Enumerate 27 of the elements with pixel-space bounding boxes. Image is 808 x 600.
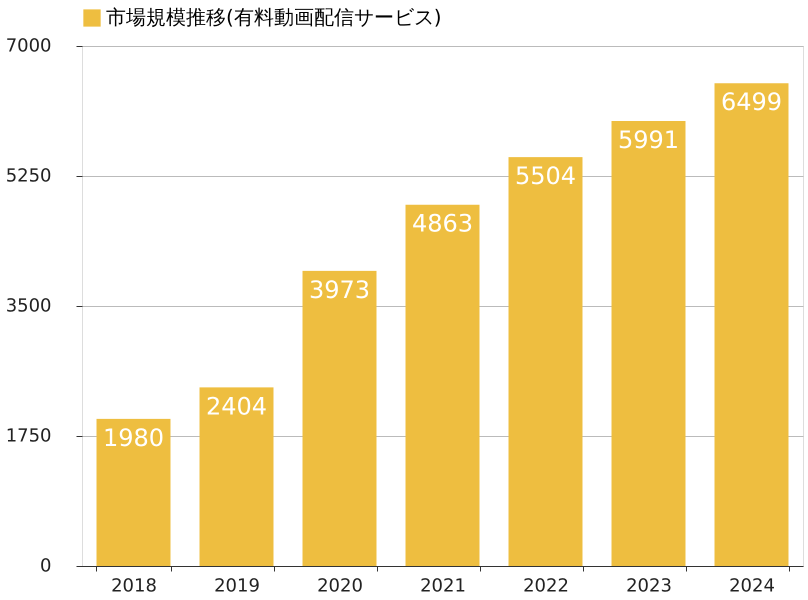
data-label: 4863 [412,210,474,238]
y-tick-label: 3500 [6,296,52,316]
x-tick-label: 2021 [420,576,466,596]
legend-label: 市場規模推移(有料動画配信サービス) [106,5,442,29]
data-label: 5991 [618,126,680,154]
data-label: 2404 [206,392,268,420]
x-tick-label: 2024 [729,576,775,596]
bar [406,204,480,566]
data-label: 6499 [720,88,782,116]
y-tick-label: 1750 [6,426,52,446]
x-tick-label: 2023 [626,576,672,596]
x-tick-label: 2019 [214,576,260,596]
bar [714,83,788,566]
bar [508,157,582,566]
x-tick-label: 2022 [523,576,569,596]
bar [302,270,376,566]
data-label: 3973 [308,276,370,304]
y-tick-label: 5250 [6,166,52,186]
bar [612,120,686,566]
y-tick-label: 7000 [6,36,52,56]
bar [96,418,170,566]
data-label: 1980 [102,424,164,452]
x-tick-label: 2018 [111,576,157,596]
data-label: 5504 [514,162,576,190]
x-tick-label: 2020 [317,576,363,596]
bar [200,387,274,566]
y-tick-label: 0 [40,556,52,576]
